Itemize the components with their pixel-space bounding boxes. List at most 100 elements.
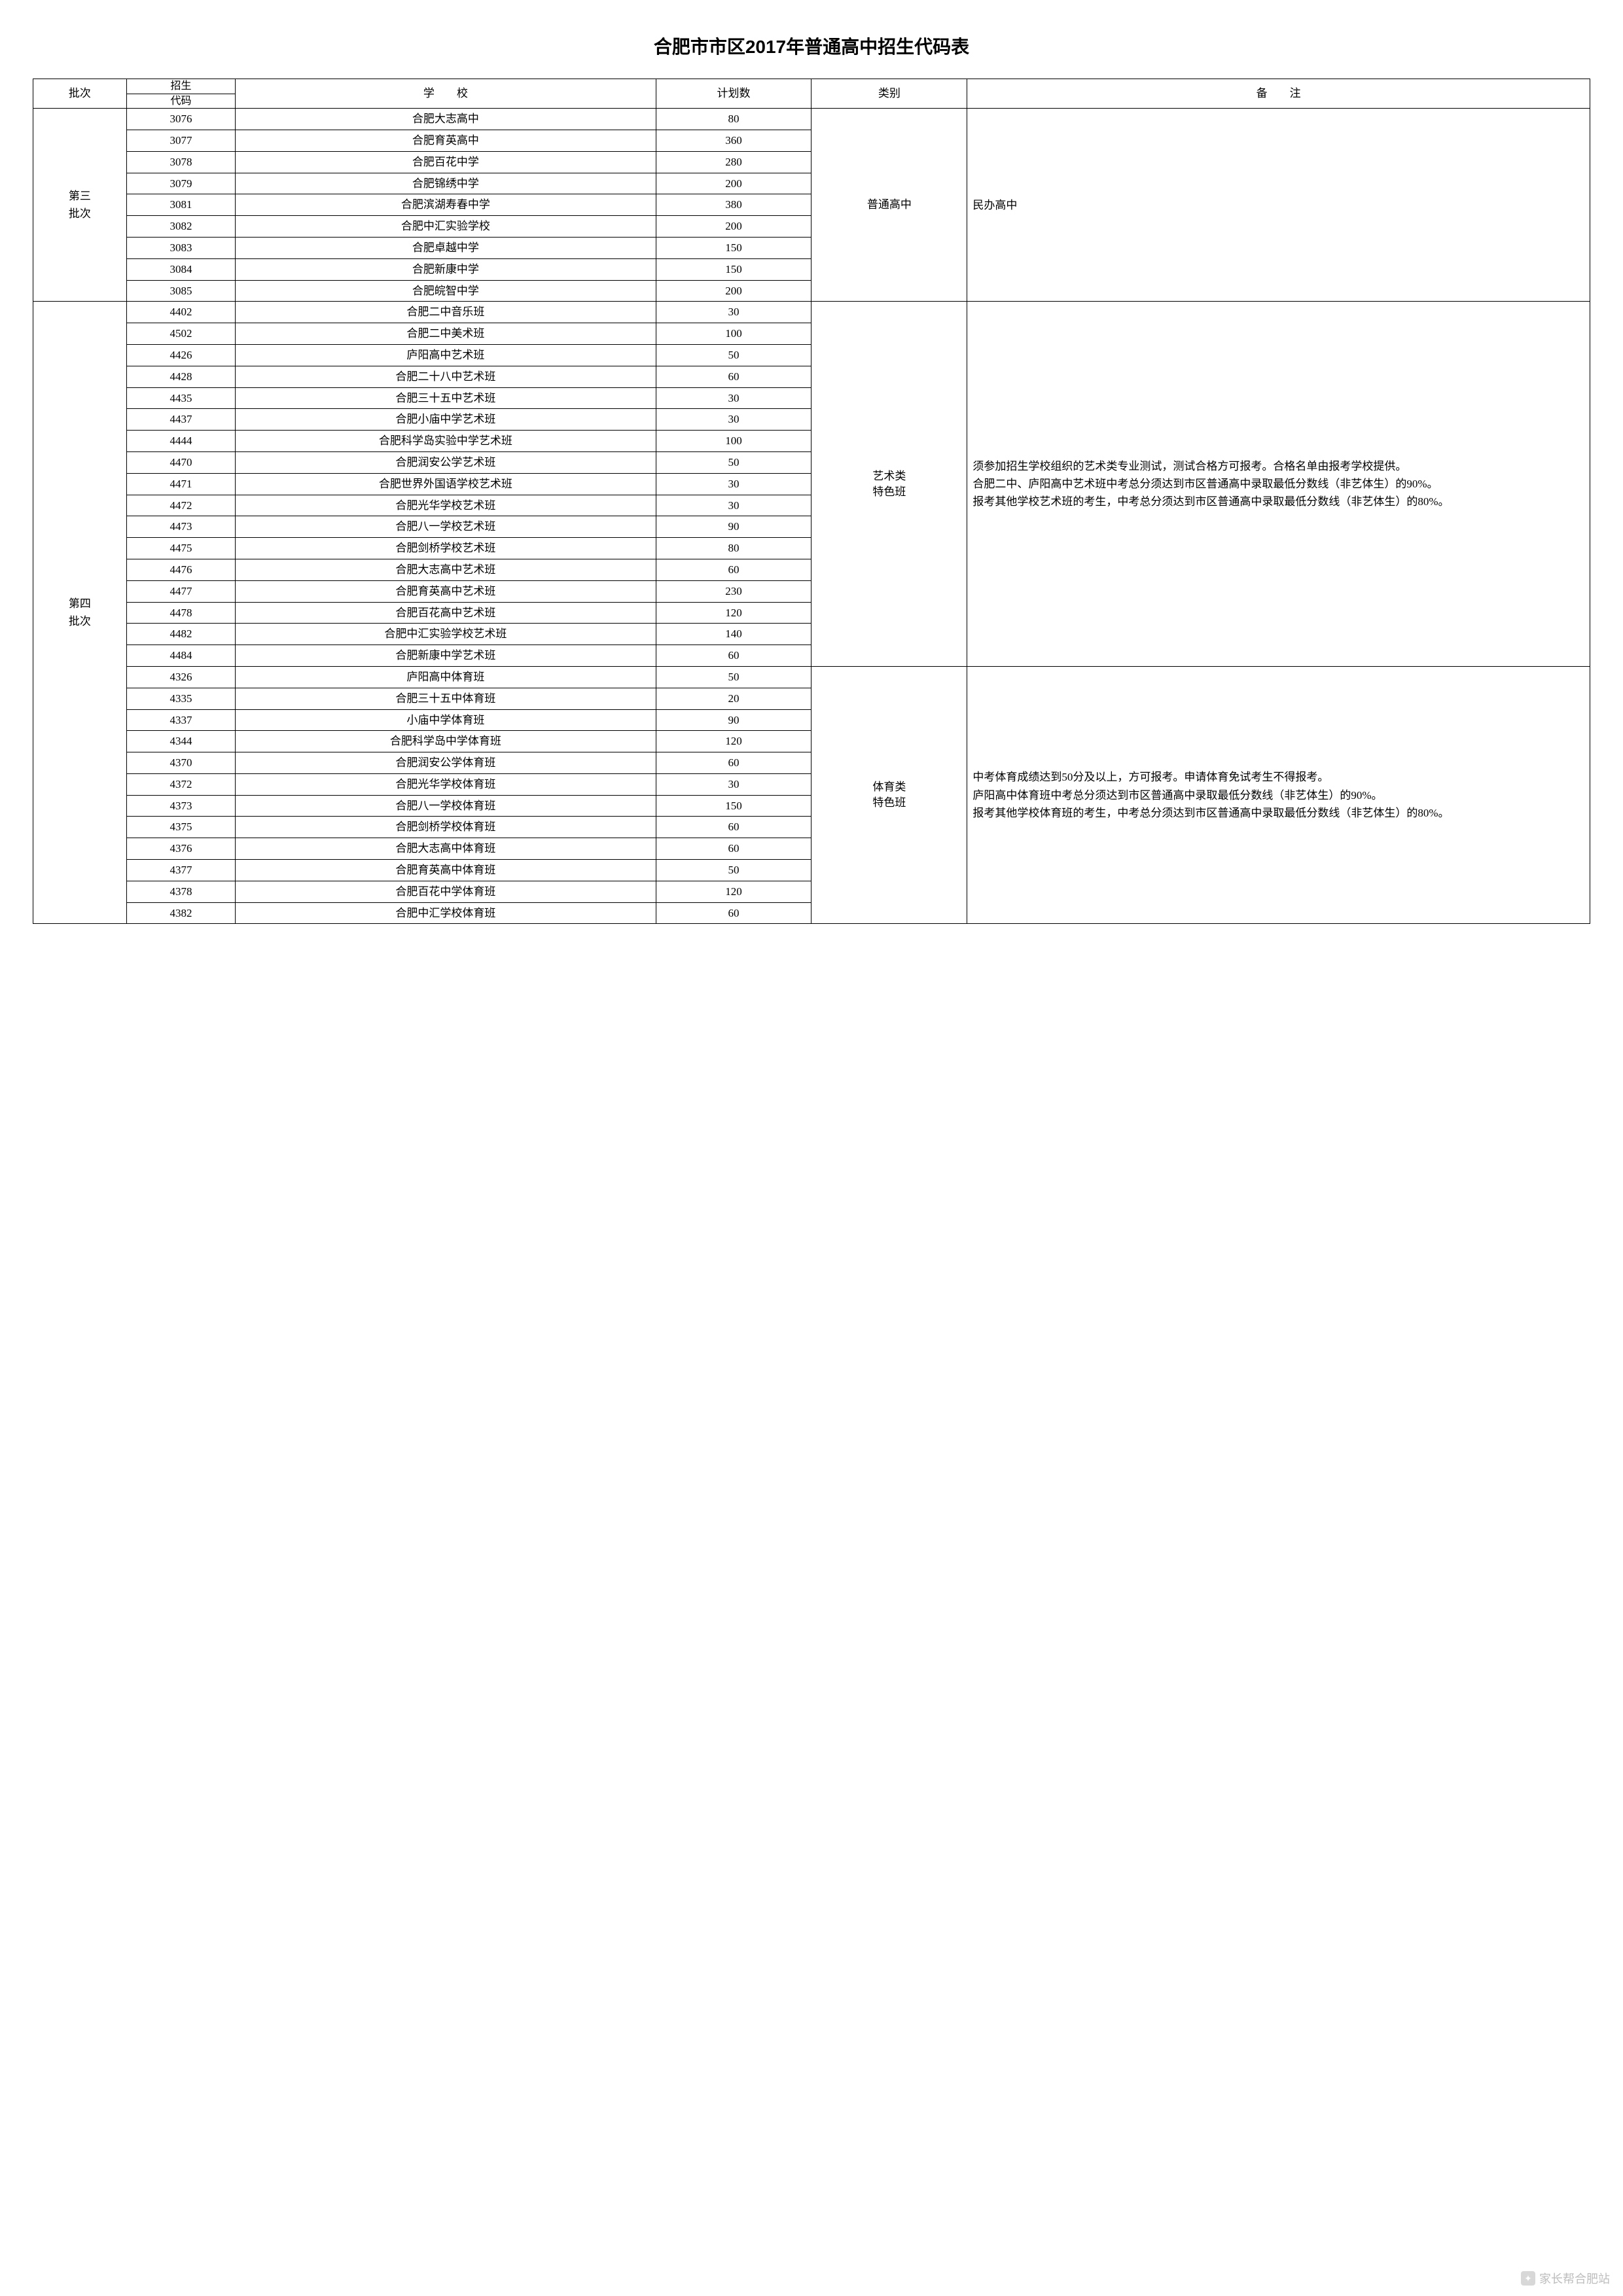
table-row: 第三批次3076合肥大志高中80普通高中民办高中 (33, 109, 1590, 130)
code-cell: 4372 (126, 773, 236, 795)
code-cell: 4402 (126, 302, 236, 323)
plan-cell: 380 (656, 194, 812, 216)
batch-cell: 第三批次 (33, 109, 127, 302)
remark-cell: 须参加招生学校组织的艺术类专业测试，测试合格方可报考。合格名单由报考学校提供。合… (967, 302, 1590, 667)
plan-cell: 30 (656, 495, 812, 516)
hdr-batch: 批次 (33, 79, 127, 109)
code-cell: 3077 (126, 130, 236, 151)
school-cell: 合肥育英高中体育班 (236, 860, 656, 881)
school-cell: 合肥大志高中体育班 (236, 838, 656, 860)
hdr-code-top: 招生 (127, 79, 236, 94)
school-cell: 合肥中汇实验学校 (236, 216, 656, 238)
code-cell: 3084 (126, 258, 236, 280)
plan-cell: 150 (656, 258, 812, 280)
school-cell: 合肥二十八中艺术班 (236, 366, 656, 387)
plan-cell: 50 (656, 666, 812, 688)
plan-cell: 30 (656, 409, 812, 431)
school-cell: 合肥润安公学体育班 (236, 752, 656, 774)
code-cell: 4435 (126, 387, 236, 409)
plan-cell: 30 (656, 773, 812, 795)
code-cell: 4475 (126, 538, 236, 559)
school-cell: 合肥三十五中体育班 (236, 688, 656, 709)
code-cell: 3082 (126, 216, 236, 238)
code-cell: 3083 (126, 237, 236, 258)
plan-cell: 60 (656, 645, 812, 667)
plan-cell: 140 (656, 624, 812, 645)
plan-cell: 50 (656, 344, 812, 366)
category-cell: 艺术类特色班 (812, 302, 967, 667)
school-cell: 合肥光华学校艺术班 (236, 495, 656, 516)
school-cell: 合肥光华学校体育班 (236, 773, 656, 795)
code-cell: 4377 (126, 860, 236, 881)
code-cell: 4373 (126, 795, 236, 817)
school-cell: 合肥百花中学 (236, 151, 656, 173)
school-cell: 合肥育英高中 (236, 130, 656, 151)
code-cell: 3081 (126, 194, 236, 216)
school-cell: 合肥二中音乐班 (236, 302, 656, 323)
school-cell: 合肥大志高中 (236, 109, 656, 130)
school-cell: 合肥科学岛实验中学艺术班 (236, 431, 656, 452)
plan-cell: 120 (656, 602, 812, 624)
plan-cell: 30 (656, 387, 812, 409)
code-cell: 4326 (126, 666, 236, 688)
school-cell: 合肥新康中学艺术班 (236, 645, 656, 667)
school-cell: 合肥润安公学艺术班 (236, 451, 656, 473)
code-cell: 3076 (126, 109, 236, 130)
code-cell: 4476 (126, 559, 236, 580)
hdr-code: 招生 代码 (126, 79, 236, 109)
code-cell: 4502 (126, 323, 236, 345)
admission-code-table: 批次 招生 代码 学 校 计划数 类别 备 注 第三批次3076合肥大志高中80… (33, 79, 1590, 924)
school-cell: 合肥中汇学校体育班 (236, 902, 656, 924)
code-cell: 3078 (126, 151, 236, 173)
code-cell: 4335 (126, 688, 236, 709)
code-cell: 4482 (126, 624, 236, 645)
plan-cell: 60 (656, 366, 812, 387)
hdr-school: 学 校 (236, 79, 656, 109)
school-cell: 合肥皖智中学 (236, 280, 656, 302)
code-cell: 4337 (126, 709, 236, 731)
batch-cell: 第四批次 (33, 302, 127, 924)
school-cell: 合肥八一学校艺术班 (236, 516, 656, 538)
school-cell: 合肥剑桥学校体育班 (236, 817, 656, 838)
school-cell: 合肥世界外国语学校艺术班 (236, 473, 656, 495)
code-cell: 4428 (126, 366, 236, 387)
page-title: 合肥市市区2017年普通高中招生代码表 (33, 33, 1590, 59)
plan-cell: 50 (656, 860, 812, 881)
school-cell: 小庙中学体育班 (236, 709, 656, 731)
plan-cell: 80 (656, 538, 812, 559)
school-cell: 合肥百花中学体育班 (236, 881, 656, 902)
school-cell: 合肥中汇实验学校艺术班 (236, 624, 656, 645)
plan-cell: 150 (656, 237, 812, 258)
code-cell: 4378 (126, 881, 236, 902)
plan-cell: 280 (656, 151, 812, 173)
wechat-icon: ✦ (1521, 2271, 1535, 2286)
plan-cell: 30 (656, 302, 812, 323)
remark-cell: 中考体育成绩达到50分及以上，方可报考。申请体育免试考生不得报考。庐阳高中体育班… (967, 666, 1590, 924)
category-cell: 体育类特色班 (812, 666, 967, 924)
code-cell: 4437 (126, 409, 236, 431)
remark-cell: 民办高中 (967, 109, 1590, 302)
code-cell: 4477 (126, 580, 236, 602)
hdr-code-bot: 代码 (127, 94, 236, 109)
school-cell: 合肥小庙中学艺术班 (236, 409, 656, 431)
school-cell: 合肥二中美术班 (236, 323, 656, 345)
code-cell: 4375 (126, 817, 236, 838)
school-cell: 合肥新康中学 (236, 258, 656, 280)
code-cell: 4473 (126, 516, 236, 538)
school-cell: 合肥卓越中学 (236, 237, 656, 258)
plan-cell: 60 (656, 817, 812, 838)
code-cell: 4426 (126, 344, 236, 366)
code-cell: 3085 (126, 280, 236, 302)
school-cell: 合肥科学岛中学体育班 (236, 731, 656, 752)
plan-cell: 30 (656, 473, 812, 495)
school-cell: 合肥三十五中艺术班 (236, 387, 656, 409)
plan-cell: 150 (656, 795, 812, 817)
table-row: 4326庐阳高中体育班50体育类特色班中考体育成绩达到50分及以上，方可报考。申… (33, 666, 1590, 688)
code-cell: 4444 (126, 431, 236, 452)
plan-cell: 230 (656, 580, 812, 602)
plan-cell: 200 (656, 173, 812, 194)
code-cell: 4344 (126, 731, 236, 752)
plan-cell: 100 (656, 431, 812, 452)
code-cell: 4484 (126, 645, 236, 667)
plan-cell: 80 (656, 109, 812, 130)
